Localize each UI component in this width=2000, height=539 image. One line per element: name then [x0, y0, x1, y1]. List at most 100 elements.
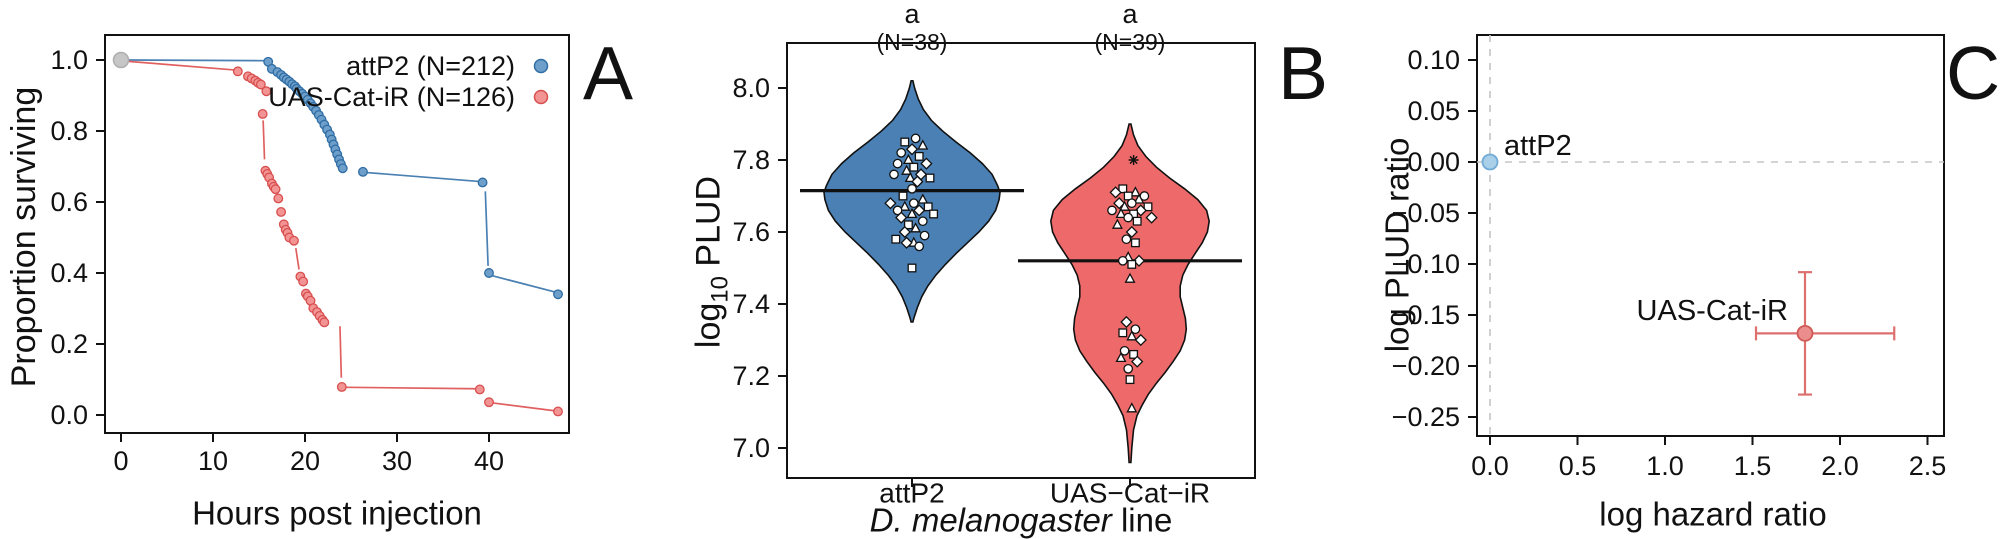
violin-point: [920, 157, 933, 170]
violin-point: [1115, 351, 1127, 363]
violin-point: [909, 162, 919, 172]
violin-point: [913, 204, 926, 217]
violin-point: [1123, 212, 1134, 223]
legend-item-attp2: attP2 (N=212): [346, 50, 515, 81]
x-tick-label: 10: [198, 446, 228, 476]
violin-point: [1119, 200, 1131, 211]
y-tick-label: 0.0: [50, 400, 88, 430]
survival-point-0: [337, 163, 348, 174]
x-tick-label: 0: [113, 446, 128, 476]
violin-point: [1119, 345, 1130, 356]
panelB-category-uas: UAS−Cat−iR: [1049, 477, 1211, 509]
x-tick-label: 1.0: [1646, 451, 1684, 481]
violin-point: [1131, 355, 1144, 368]
violin-point: [1127, 259, 1137, 269]
legend-item-uas-cat-ir: UAS-Cat-iR (N=126): [268, 81, 515, 112]
survival-line-1: [294, 248, 300, 270]
panelB-sig-letter-uas: a: [1122, 0, 1138, 29]
panelA-plot-box: [104, 34, 570, 434]
survival-point-1: [261, 86, 272, 97]
y-tick-label: −0.20: [1392, 351, 1460, 381]
survival-point-1: [319, 317, 330, 328]
violin-point: [892, 158, 903, 169]
survival-point-1: [289, 235, 299, 246]
panel-letter-b: B: [1278, 31, 1329, 115]
x-tick-label: 40: [474, 446, 504, 476]
violin-point: [1109, 186, 1122, 199]
violin-point: [1126, 402, 1138, 413]
violin-point: [1132, 254, 1146, 267]
violin-point: [917, 216, 928, 227]
survival-line-0: [366, 171, 479, 183]
survival-point-1: [484, 397, 494, 408]
violin-point: [1118, 328, 1128, 338]
survival-point-0: [553, 289, 563, 300]
violin-point: [1126, 198, 1137, 209]
violin-point: [904, 171, 916, 183]
violin-point: [923, 202, 933, 212]
violin-point: [910, 133, 921, 144]
violin-point: [1121, 234, 1132, 245]
x-tick-label: 0.5: [1559, 451, 1597, 481]
x-tick-label: 20: [290, 446, 320, 476]
violin-point: [910, 222, 922, 233]
survival-point-1: [474, 384, 485, 395]
violin-point: [1134, 204, 1147, 217]
legend-swatch-attp2: [533, 58, 549, 74]
violin-point: [1129, 186, 1141, 197]
survival-line-0: [120, 59, 266, 62]
violin-point: [1124, 272, 1136, 283]
panelB-n-label-attp2: (N=38): [876, 28, 948, 55]
y-tick-label: −0.15: [1392, 300, 1460, 330]
ylabel-sub10: 10: [706, 276, 734, 303]
xlabel-species: D. melanogaster: [869, 501, 1112, 539]
violin-point: [1130, 238, 1140, 248]
effect-point-0: [1481, 153, 1499, 171]
violin-point: [917, 193, 929, 204]
panelB-sig-letter-attp2: a: [904, 0, 920, 29]
violin-point: [907, 183, 917, 194]
violin-point: [1125, 375, 1135, 385]
y-tick-label: 7.4: [732, 289, 770, 319]
violin-point: [905, 143, 919, 156]
violin-point: [1128, 155, 1139, 165]
x-tick-label: 2.5: [1909, 451, 1947, 481]
survival-point-1: [270, 184, 281, 195]
legend-swatch-uas: [533, 89, 549, 105]
survival-point-0: [477, 177, 488, 188]
violin-point: [1133, 193, 1145, 204]
survival-point-1: [232, 66, 243, 77]
violin-point: [1120, 315, 1133, 329]
violin-point: [892, 205, 903, 216]
violin-point: [925, 173, 935, 183]
survival-line-0: [492, 275, 555, 293]
y-tick-label: 8.0: [732, 73, 770, 103]
violin-point: [1129, 349, 1139, 359]
violin-point: [1118, 184, 1128, 194]
survival-point-1: [276, 206, 287, 217]
violin-point: [914, 151, 924, 161]
violin-point: [1143, 202, 1153, 212]
violin-point: [889, 169, 899, 180]
violin-point: [901, 164, 913, 175]
panelB-plot-box: [786, 42, 1256, 479]
violin-point: [917, 139, 929, 150]
ylabel-log: log: [689, 302, 728, 349]
panel-letter-a: A: [583, 31, 634, 115]
violin-point: [906, 207, 918, 219]
y-tick-label: 0.4: [50, 258, 88, 288]
violin-point: [911, 175, 924, 188]
panel-letter-c: C: [1946, 31, 2000, 115]
panelB-x-axis-label: D. melanogaster line: [869, 501, 1173, 539]
survival-line-1: [492, 402, 555, 412]
panelC-y-axis-label: log PLUD ratio: [1378, 137, 1416, 353]
panelC-point-label-uas: UAS-Cat-iR: [1636, 294, 1788, 327]
violin-point: [1113, 197, 1126, 210]
panelC-x-axis-label: log hazard ratio: [1599, 495, 1827, 533]
y-tick-label: 7.8: [732, 145, 770, 175]
y-tick-label: 0.6: [50, 187, 88, 217]
violin-point: [899, 200, 911, 211]
violin-point: [908, 198, 919, 209]
survival-line-1: [262, 120, 266, 160]
